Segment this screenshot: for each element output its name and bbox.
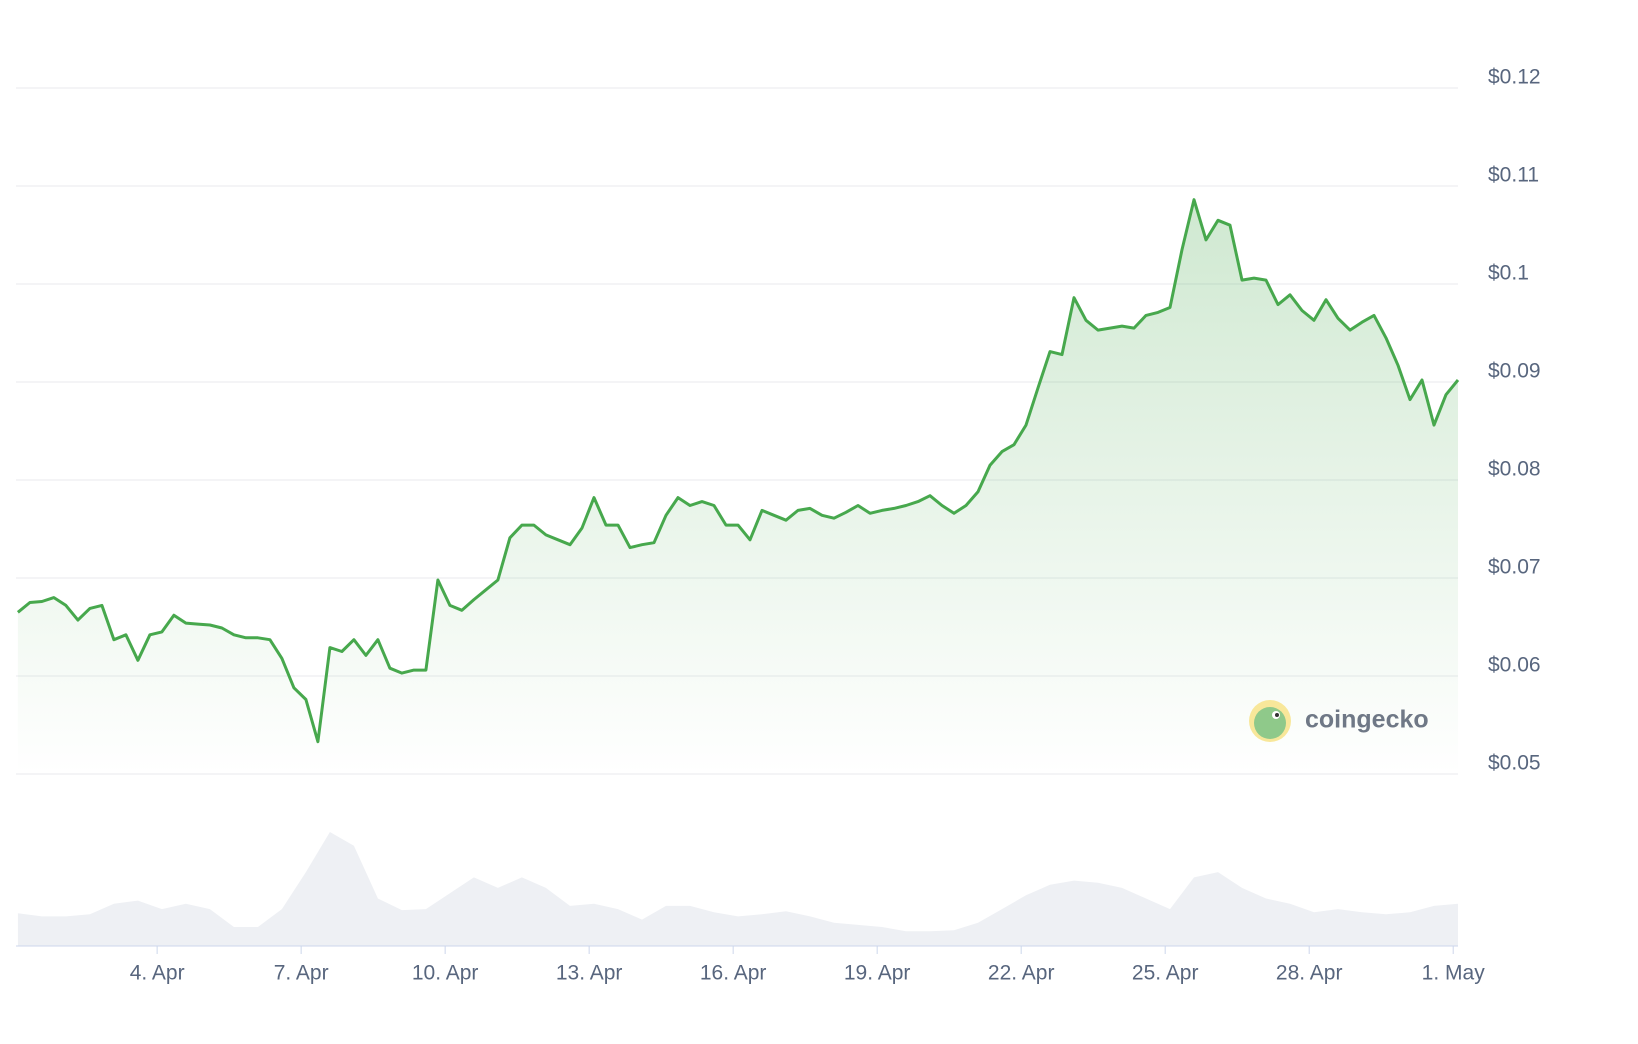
logo-pupil — [1275, 713, 1279, 717]
x-tick-label: 28. Apr — [1276, 962, 1343, 985]
watermark-text: coingecko — [1305, 706, 1429, 734]
logo-face — [1254, 707, 1286, 739]
x-tick-label: 25. Apr — [1132, 962, 1199, 985]
x-tick-label: 22. Apr — [988, 962, 1055, 985]
y-tick-label: $0.12 — [1488, 66, 1541, 89]
x-tick-label: 7. Apr — [274, 962, 329, 985]
volume-area — [17, 832, 1458, 946]
y-tick-label: $0.06 — [1488, 654, 1541, 677]
price-line — [16, 198, 1460, 744]
y-tick-label: $0.07 — [1488, 556, 1541, 579]
price-area — [17, 199, 1458, 774]
y-tick-label: $0.05 — [1488, 752, 1541, 775]
x-tick-label: 19. Apr — [844, 962, 911, 985]
x-tick-label: 10. Apr — [412, 962, 479, 985]
y-tick-label: $0.1 — [1488, 262, 1529, 285]
x-tick-label: 1. May — [1422, 962, 1486, 985]
y-tick-label: $0.08 — [1488, 458, 1541, 481]
x-tick-label: 16. Apr — [700, 962, 767, 985]
x-tick-label: 13. Apr — [556, 962, 623, 985]
y-tick-label: $0.11 — [1488, 164, 1539, 187]
watermark-logo: coingecko — [1249, 700, 1429, 742]
y-tick-label: $0.09 — [1488, 360, 1541, 383]
x-tick-label: 4. Apr — [130, 962, 185, 985]
